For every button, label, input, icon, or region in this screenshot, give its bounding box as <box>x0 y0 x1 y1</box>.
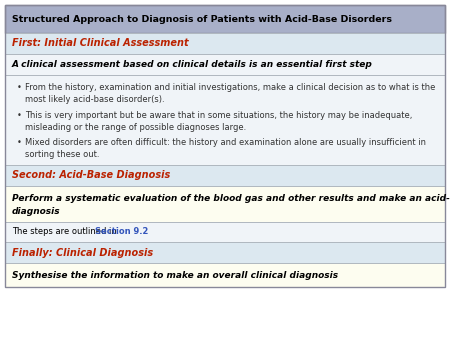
Text: •: • <box>17 138 22 147</box>
Text: Synthesise the information to make an overall clinical diagnosis: Synthesise the information to make an ov… <box>12 270 338 280</box>
Text: First: Initial Clinical Assessment: First: Initial Clinical Assessment <box>12 39 189 48</box>
Text: Finally: Clinical Diagnosis: Finally: Clinical Diagnosis <box>12 247 153 258</box>
Text: Perform a systematic evaluation of the blood gas and other results and make an a: Perform a systematic evaluation of the b… <box>12 194 450 216</box>
FancyBboxPatch shape <box>5 222 445 242</box>
Text: •: • <box>17 83 22 92</box>
Text: Section 9.2: Section 9.2 <box>95 227 148 237</box>
Text: This is very important but be aware that in some situations, the history may be : This is very important but be aware that… <box>25 111 412 132</box>
Text: Second: Acid-Base Diagnosis: Second: Acid-Base Diagnosis <box>12 170 170 180</box>
FancyBboxPatch shape <box>5 165 445 186</box>
FancyBboxPatch shape <box>5 54 445 75</box>
FancyBboxPatch shape <box>5 5 445 33</box>
FancyBboxPatch shape <box>5 263 445 287</box>
FancyBboxPatch shape <box>5 242 445 263</box>
Text: Structured Approach to Diagnosis of Patients with Acid-Base Disorders: Structured Approach to Diagnosis of Pati… <box>12 15 392 24</box>
FancyBboxPatch shape <box>5 186 445 222</box>
FancyBboxPatch shape <box>5 75 445 165</box>
Text: A clinical assessment based on clinical details is an essential first step: A clinical assessment based on clinical … <box>12 60 373 69</box>
Text: Mixed disorders are often difficult: the history and examination alone are usual: Mixed disorders are often difficult: the… <box>25 138 426 159</box>
Text: From the history, examination and initial investigations, make a clinical decisi: From the history, examination and initia… <box>25 83 436 104</box>
Text: The steps are outlined in: The steps are outlined in <box>12 227 119 237</box>
FancyBboxPatch shape <box>5 33 445 54</box>
Text: •: • <box>17 111 22 120</box>
